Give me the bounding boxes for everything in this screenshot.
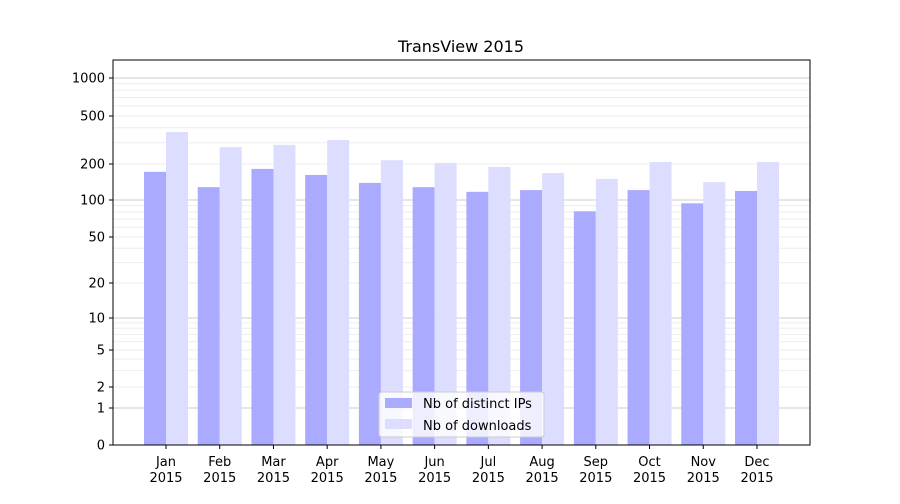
- bar-downloads: [488, 166, 511, 445]
- x-tick-label: 2015: [526, 471, 559, 486]
- axes-frame: [112, 59, 811, 446]
- x-tick-label: 2015: [633, 471, 666, 486]
- bar-downloads: [434, 162, 457, 445]
- bar-ips: [627, 190, 650, 445]
- bar-ips: [251, 168, 274, 446]
- y-tick-label: 50: [88, 231, 105, 246]
- x-tick-label: 2015: [740, 471, 773, 486]
- y-tick-label: 1000: [72, 72, 105, 87]
- bar-ips: [305, 174, 328, 446]
- x-tick-label: Dec: [744, 455, 769, 470]
- bar-ips: [144, 171, 166, 445]
- y-tick-label: 20: [88, 277, 105, 292]
- bar-ips: [520, 190, 543, 445]
- x-tick-label: 2015: [203, 471, 236, 486]
- x-tick-label: Jan: [155, 455, 176, 470]
- x-tick-label: Jun: [423, 455, 444, 470]
- x-tick-label: Oct: [638, 455, 660, 470]
- y-tick-label: 1: [97, 402, 105, 417]
- x-tick-label: Jul: [480, 455, 497, 470]
- bar-downloads: [327, 140, 350, 445]
- bar-downloads: [649, 161, 672, 445]
- x-tick-label: May: [367, 455, 394, 470]
- bar-ips: [412, 187, 435, 445]
- bar-ips: [197, 187, 220, 445]
- legend-swatch-ips: [385, 398, 412, 408]
- x-tick-label: Sep: [584, 455, 609, 470]
- y-tick-label: 100: [80, 194, 105, 209]
- bar-downloads: [703, 182, 726, 445]
- x-tick-label: 2015: [364, 471, 397, 486]
- y-tick-label: 10: [88, 312, 105, 327]
- bar-downloads: [166, 132, 188, 445]
- bar-ips: [466, 191, 489, 445]
- bar-downloads: [542, 173, 565, 445]
- x-tick-label: 2015: [149, 471, 182, 486]
- x-tick-label: 2015: [418, 471, 451, 486]
- y-tick-label: 200: [80, 158, 105, 173]
- y-tick-label: 5: [97, 344, 105, 359]
- x-tick-label: 2015: [579, 471, 612, 486]
- bar-ips: [681, 203, 704, 445]
- bar-ips: [735, 190, 757, 445]
- legend-swatch-downloads: [385, 419, 412, 429]
- x-tick-label: Nov: [691, 455, 717, 470]
- x-tick-label: Feb: [208, 455, 231, 470]
- x-tick-label: 2015: [311, 471, 344, 486]
- y-tick-label: 500: [80, 110, 105, 125]
- y-tick-label: 0: [97, 439, 105, 454]
- legend-label-ips: Nb of distinct IPs: [423, 397, 532, 412]
- y-tick-label: 2: [97, 381, 105, 396]
- bar-downloads: [595, 178, 618, 445]
- bar-ips: [573, 211, 596, 445]
- x-tick-label: Apr: [316, 455, 339, 470]
- legend: Nb of distinct IPs Nb of downloads: [378, 391, 545, 438]
- bar-downloads: [273, 144, 296, 445]
- bar-ips: [358, 182, 381, 445]
- bar-downloads: [380, 160, 403, 445]
- x-tick-label: 2015: [472, 471, 505, 486]
- bar-downloads: [219, 147, 242, 445]
- legend-label-downloads: Nb of downloads: [423, 419, 532, 434]
- chart-title: TransView 2015: [397, 37, 524, 56]
- bar-downloads: [757, 161, 779, 445]
- x-tick-label: Mar: [261, 455, 286, 470]
- x-tick-label: 2015: [687, 471, 720, 486]
- x-tick-label: Aug: [529, 455, 554, 470]
- x-tick-label: 2015: [257, 471, 290, 486]
